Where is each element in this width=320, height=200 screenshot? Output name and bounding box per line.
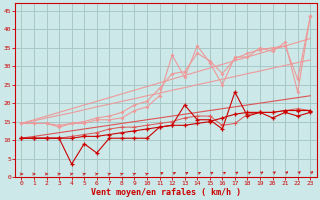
X-axis label: Vent moyen/en rafales ( km/h ): Vent moyen/en rafales ( km/h ) bbox=[91, 188, 241, 197]
